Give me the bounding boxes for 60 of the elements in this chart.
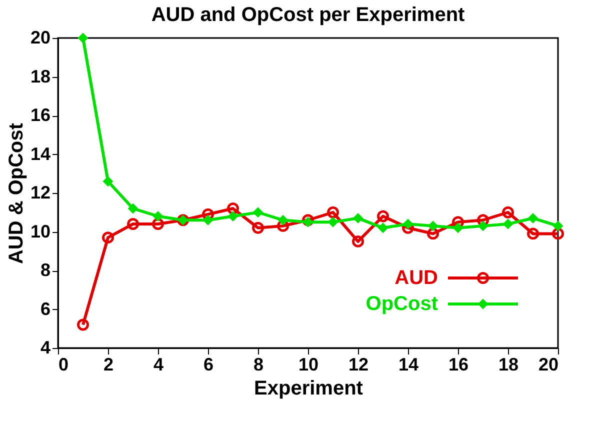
x-tick-label: 16 — [448, 354, 469, 374]
point — [552, 228, 564, 240]
x-tick-label: 4 — [153, 354, 164, 374]
point — [528, 212, 538, 224]
x-tick-label: 18 — [498, 354, 519, 374]
point — [128, 203, 138, 214]
x-axis-title: Experiment — [254, 378, 364, 400]
point — [152, 218, 164, 230]
legend-label: AUD — [394, 267, 438, 289]
y-tick-label: 4 — [40, 338, 50, 358]
x-tick-label: 8 — [253, 354, 264, 374]
point — [102, 176, 114, 187]
point — [552, 220, 564, 232]
point — [302, 216, 314, 228]
y-tick-label: 18 — [30, 66, 50, 86]
y-tick-label: 10 — [30, 221, 50, 242]
point — [102, 232, 114, 244]
point — [302, 214, 314, 226]
point — [452, 222, 464, 234]
point — [328, 216, 338, 228]
point — [202, 214, 214, 226]
point — [252, 207, 264, 218]
point — [352, 212, 364, 224]
y-tick-label: 8 — [40, 260, 50, 280]
x-tick-label: 10 — [298, 354, 319, 374]
point — [327, 206, 339, 218]
x-tick-label: 0 — [58, 354, 69, 374]
y-tick-label: 14 — [30, 144, 50, 164]
point — [127, 218, 139, 230]
chart-title: AUD and OpCost per Experiment — [151, 4, 466, 26]
point — [377, 210, 389, 222]
x-tick-label: 20 — [538, 354, 558, 374]
y-tick-label: 16 — [30, 105, 50, 125]
point — [402, 218, 414, 230]
point — [478, 220, 488, 232]
point — [527, 228, 539, 240]
point — [228, 211, 238, 222]
y-tick-label: 20 — [30, 28, 50, 48]
point — [202, 208, 214, 220]
point — [78, 32, 88, 44]
legend-label: OpCost — [366, 293, 438, 315]
y-tick-label: 12 — [30, 182, 50, 202]
point — [477, 214, 489, 226]
x-tick-label: 14 — [398, 354, 419, 374]
point — [502, 218, 514, 230]
x-tick-label: 2 — [103, 354, 114, 374]
point — [252, 222, 264, 234]
y-axis-title: AUD & OpCost — [5, 122, 28, 264]
point — [77, 318, 89, 331]
point — [227, 202, 239, 214]
x-tick-label: 6 — [203, 354, 214, 374]
point — [378, 222, 388, 234]
x-tick-label: 12 — [348, 354, 369, 374]
point — [352, 235, 364, 248]
point — [152, 211, 164, 222]
y-tick-label: 6 — [40, 298, 50, 319]
point — [428, 220, 438, 232]
point — [502, 206, 514, 218]
point — [427, 228, 439, 240]
point — [278, 214, 288, 226]
